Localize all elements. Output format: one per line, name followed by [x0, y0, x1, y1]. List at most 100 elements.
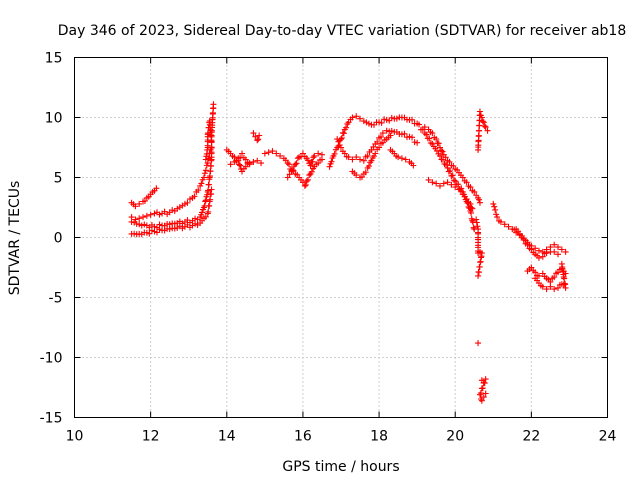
data-point	[261, 150, 268, 157]
data-point	[395, 154, 402, 161]
data-point	[491, 203, 498, 210]
data-point	[463, 196, 470, 203]
data-point	[132, 203, 139, 210]
data-point	[429, 140, 436, 147]
data-point	[258, 160, 265, 167]
data-point	[343, 124, 350, 131]
data-point	[368, 157, 375, 164]
data-point	[246, 161, 253, 168]
data-point	[239, 150, 246, 157]
data-point	[467, 200, 474, 207]
y-tick-label: -10	[40, 351, 63, 367]
data-point	[147, 211, 154, 218]
data-point	[250, 130, 257, 137]
data-point	[364, 152, 371, 159]
data-point	[309, 158, 316, 165]
data-point	[468, 204, 475, 211]
y-tick-label: 0	[54, 231, 63, 247]
data-point	[429, 179, 436, 186]
data-point	[492, 206, 499, 213]
plot-frame	[74, 57, 608, 418]
data-point	[475, 340, 482, 347]
data-point	[445, 168, 452, 175]
data-point	[294, 155, 301, 162]
data-point	[252, 133, 259, 140]
data-point	[555, 251, 562, 258]
data-point	[414, 139, 421, 146]
data-point	[482, 376, 489, 383]
data-point	[474, 223, 481, 230]
data-point	[555, 284, 562, 291]
data-point	[464, 200, 471, 207]
data-point	[184, 199, 191, 206]
data-point	[307, 162, 314, 169]
series-arc-f	[250, 130, 263, 144]
data-point	[200, 174, 207, 181]
data-point	[481, 123, 488, 130]
data-point	[457, 187, 464, 194]
data-point	[376, 144, 383, 151]
data-point	[436, 182, 443, 189]
data-point	[378, 119, 385, 126]
series-arc-k	[349, 132, 394, 181]
data-point	[284, 160, 291, 167]
data-point	[207, 168, 214, 175]
series-arc-d	[202, 118, 215, 163]
data-point	[471, 188, 478, 195]
tick-label-layer: 10 12 14 16 18 20 22 24 15 10 5 0 -5 -10 -15	[40, 51, 617, 445]
data-point	[442, 154, 449, 161]
data-point	[551, 241, 558, 248]
data-point	[207, 196, 214, 203]
data-point	[480, 394, 487, 401]
data-point	[476, 127, 483, 134]
data-point	[353, 172, 360, 179]
data-point	[349, 114, 356, 121]
data-point	[153, 185, 160, 192]
data-point	[558, 246, 565, 253]
data-point	[473, 216, 480, 223]
data-point	[497, 218, 504, 225]
series-arc-n	[425, 176, 476, 212]
data-point	[535, 272, 542, 279]
data-point	[140, 214, 147, 221]
data-point	[459, 174, 466, 181]
data-point	[543, 250, 550, 257]
x-tick-label: 16	[294, 429, 312, 445]
tick-layer	[74, 57, 608, 418]
series-arc-h	[284, 150, 325, 181]
series-arc-u	[532, 260, 569, 293]
data-point	[433, 136, 440, 143]
data-point	[516, 230, 523, 237]
data-point	[318, 151, 325, 158]
data-point	[256, 132, 263, 139]
data-point	[202, 197, 209, 204]
data-point	[551, 274, 558, 281]
data-point	[335, 138, 342, 145]
data-point	[370, 153, 377, 160]
data-point	[490, 200, 497, 207]
data-point	[463, 179, 470, 186]
chart-title: Day 346 of 2023, Sidereal Day-to-day VTE…	[58, 23, 627, 39]
data-point	[409, 116, 416, 123]
data-point	[195, 187, 202, 194]
y-tick-label: -15	[40, 411, 63, 427]
data-point	[410, 162, 417, 169]
data-point	[476, 196, 483, 203]
data-point	[480, 119, 487, 126]
data-point	[482, 390, 489, 397]
data-point	[353, 154, 360, 161]
data-point	[255, 136, 262, 143]
data-point	[448, 181, 455, 188]
data-point	[331, 150, 338, 157]
data-point	[558, 260, 565, 267]
data-point	[398, 155, 405, 162]
data-point	[289, 166, 296, 173]
data-point	[265, 149, 272, 156]
y-tick-label: -5	[49, 291, 63, 307]
data-point	[379, 130, 386, 137]
data-point	[302, 181, 309, 188]
x-axis-label: GPS time / hours	[282, 459, 399, 475]
data-point	[435, 140, 442, 147]
data-point	[310, 154, 317, 161]
